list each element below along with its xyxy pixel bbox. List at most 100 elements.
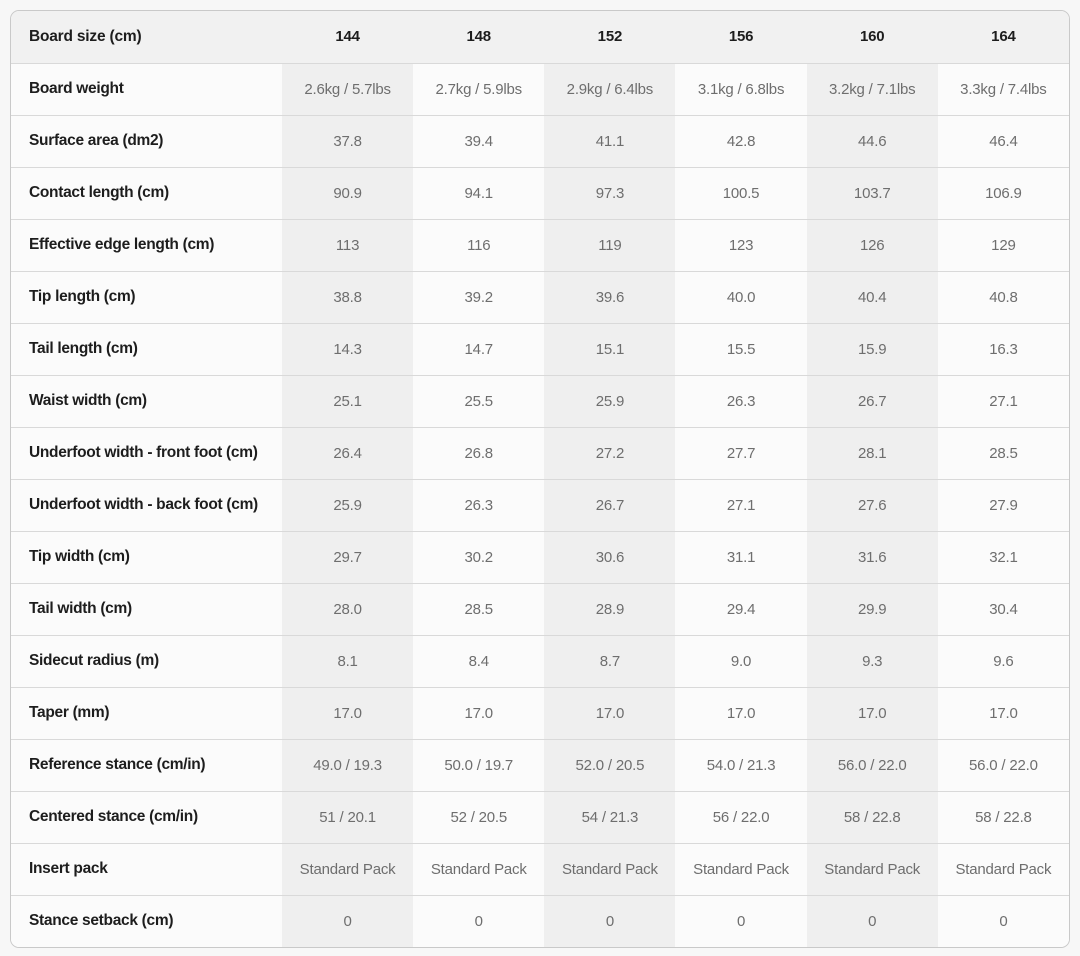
spec-value: 17.0 xyxy=(544,686,676,739)
table-row: Tail length (cm) 14.3 14.7 15.1 15.5 15.… xyxy=(11,322,1069,375)
spec-value: 15.9 xyxy=(806,322,938,375)
row-label: Sidecut radius (m) xyxy=(11,634,282,687)
header-size-156: 156 xyxy=(675,11,807,63)
spec-value: 25.9 xyxy=(544,374,676,427)
spec-value: 17.0 xyxy=(282,686,414,739)
spec-value: 0 xyxy=(806,894,938,947)
table-row: Taper (mm) 17.0 17.0 17.0 17.0 17.0 17.0 xyxy=(11,686,1069,739)
spec-value: 28.1 xyxy=(806,426,938,479)
spec-value: 38.8 xyxy=(282,270,414,323)
spec-value: 31.6 xyxy=(806,530,938,583)
spec-value: 50.0 / 19.7 xyxy=(413,738,545,791)
table-row: Contact length (cm) 90.9 94.1 97.3 100.5… xyxy=(11,166,1069,219)
spec-value: 14.7 xyxy=(413,322,545,375)
table-row: Surface area (dm2) 37.8 39.4 41.1 42.8 4… xyxy=(11,114,1069,167)
row-label: Surface area (dm2) xyxy=(11,114,282,167)
spec-value: Standard Pack xyxy=(806,842,938,895)
spec-value: 28.9 xyxy=(544,582,676,635)
spec-value: 27.2 xyxy=(544,426,676,479)
header-size-148: 148 xyxy=(413,11,545,63)
spec-value: 29.4 xyxy=(675,582,807,635)
row-label: Contact length (cm) xyxy=(11,166,282,219)
spec-value: 126 xyxy=(806,218,938,271)
table-row: Tip width (cm) 29.7 30.2 30.6 31.1 31.6 … xyxy=(11,530,1069,583)
spec-value: 9.6 xyxy=(937,634,1069,687)
spec-value: 106.9 xyxy=(937,166,1069,219)
spec-value: 97.3 xyxy=(544,166,676,219)
spec-value: 46.4 xyxy=(937,114,1069,167)
table-row: Sidecut radius (m) 8.1 8.4 8.7 9.0 9.3 9… xyxy=(11,634,1069,687)
table-row: Stance setback (cm) 0 0 0 0 0 0 xyxy=(11,894,1069,947)
row-label: Taper (mm) xyxy=(11,686,282,739)
spec-value: 28.0 xyxy=(282,582,414,635)
spec-value: 27.9 xyxy=(937,478,1069,531)
spec-value: 51 / 20.1 xyxy=(282,790,414,843)
spec-value: Standard Pack xyxy=(937,842,1069,895)
spec-value: 0 xyxy=(937,894,1069,947)
spec-value: 29.9 xyxy=(806,582,938,635)
spec-value: 58 / 22.8 xyxy=(937,790,1069,843)
row-label: Effective edge length (cm) xyxy=(11,218,282,271)
spec-value: 9.3 xyxy=(806,634,938,687)
spec-value: Standard Pack xyxy=(544,842,676,895)
spec-value: 27.7 xyxy=(675,426,807,479)
spec-value: 39.4 xyxy=(413,114,545,167)
row-label: Insert pack xyxy=(11,842,282,895)
table-row: Tip length (cm) 38.8 39.2 39.6 40.0 40.4… xyxy=(11,270,1069,323)
row-label: Tip length (cm) xyxy=(11,270,282,323)
spec-value: 40.0 xyxy=(675,270,807,323)
spec-value: 2.6kg / 5.7lbs xyxy=(282,62,414,115)
spec-value: 32.1 xyxy=(937,530,1069,583)
spec-value: 8.1 xyxy=(282,634,414,687)
spec-value: 39.2 xyxy=(413,270,545,323)
header-row: Board size (cm) 144 148 152 156 160 164 xyxy=(11,11,1069,63)
spec-value: 56.0 / 22.0 xyxy=(937,738,1069,791)
spec-value: 52 / 20.5 xyxy=(413,790,545,843)
spec-value: 42.8 xyxy=(675,114,807,167)
spec-value: 26.4 xyxy=(282,426,414,479)
spec-value: 15.1 xyxy=(544,322,676,375)
spec-value: 31.1 xyxy=(675,530,807,583)
table-row: Waist width (cm) 25.1 25.5 25.9 26.3 26.… xyxy=(11,374,1069,427)
header-size-152: 152 xyxy=(544,11,676,63)
table-row: Insert pack Standard Pack Standard Pack … xyxy=(11,842,1069,895)
row-label: Centered stance (cm/in) xyxy=(11,790,282,843)
spec-value: 2.9kg / 6.4lbs xyxy=(544,62,676,115)
spec-value: 26.3 xyxy=(413,478,545,531)
spec-value: 27.1 xyxy=(675,478,807,531)
spec-table-body: Board weight 2.6kg / 5.7lbs 2.7kg / 5.9l… xyxy=(11,62,1069,947)
table-row: Underfoot width - back foot (cm) 25.9 26… xyxy=(11,478,1069,531)
spec-value: 3.1kg / 6.8lbs xyxy=(675,62,807,115)
row-label: Reference stance (cm/in) xyxy=(11,738,282,791)
spec-value: 52.0 / 20.5 xyxy=(544,738,676,791)
spec-value: 30.4 xyxy=(937,582,1069,635)
header-size-164: 164 xyxy=(937,11,1069,63)
spec-value: 14.3 xyxy=(282,322,414,375)
spec-value: 30.6 xyxy=(544,530,676,583)
table-row: Board weight 2.6kg / 5.7lbs 2.7kg / 5.9l… xyxy=(11,62,1069,115)
header-board-size-label: Board size (cm) xyxy=(11,11,282,63)
spec-value: 58 / 22.8 xyxy=(806,790,938,843)
spec-value: 129 xyxy=(937,218,1069,271)
spec-value: 54.0 / 21.3 xyxy=(675,738,807,791)
spec-value: 40.4 xyxy=(806,270,938,323)
table-row: Underfoot width - front foot (cm) 26.4 2… xyxy=(11,426,1069,479)
spec-value: 28.5 xyxy=(937,426,1069,479)
spec-value: 26.3 xyxy=(675,374,807,427)
spec-value: 37.8 xyxy=(282,114,414,167)
row-label: Board weight xyxy=(11,62,282,115)
spec-value: 119 xyxy=(544,218,676,271)
spec-value: Standard Pack xyxy=(282,842,414,895)
row-label: Tail length (cm) xyxy=(11,322,282,375)
spec-value: 27.6 xyxy=(806,478,938,531)
spec-value: 56 / 22.0 xyxy=(675,790,807,843)
spec-value: 39.6 xyxy=(544,270,676,323)
row-label: Waist width (cm) xyxy=(11,374,282,427)
spec-value: 26.7 xyxy=(806,374,938,427)
table-row: Effective edge length (cm) 113 116 119 1… xyxy=(11,218,1069,271)
board-spec-table-card: Board size (cm) 144 148 152 156 160 164 … xyxy=(10,10,1070,948)
spec-value: 49.0 / 19.3 xyxy=(282,738,414,791)
spec-value: 116 xyxy=(413,218,545,271)
spec-value: 8.4 xyxy=(413,634,545,687)
spec-value: 8.7 xyxy=(544,634,676,687)
